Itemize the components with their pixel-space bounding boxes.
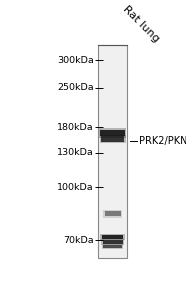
Bar (103, 210, 122, 218)
Bar (105, 211, 121, 216)
Bar (101, 136, 124, 142)
Text: PRK2/PKN2: PRK2/PKN2 (139, 136, 186, 146)
Text: Rat lung: Rat lung (121, 4, 161, 44)
Text: 300kDa: 300kDa (57, 56, 94, 65)
Text: 250kDa: 250kDa (57, 83, 94, 92)
Bar (102, 235, 124, 239)
Bar (100, 130, 125, 136)
Bar (102, 240, 123, 244)
Bar (101, 239, 124, 245)
Text: 130kDa: 130kDa (57, 148, 94, 157)
Text: 100kDa: 100kDa (57, 183, 94, 192)
Bar (100, 234, 125, 240)
Text: 70kDa: 70kDa (63, 236, 94, 245)
Bar (103, 245, 122, 248)
Bar (99, 128, 126, 138)
Bar (100, 135, 126, 143)
Bar (102, 244, 124, 249)
Bar (98, 45, 127, 258)
Text: 180kDa: 180kDa (57, 123, 94, 132)
